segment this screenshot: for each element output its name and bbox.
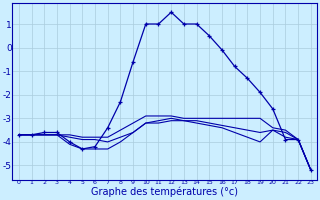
X-axis label: Graphe des températures (°c): Graphe des températures (°c) [91, 187, 238, 197]
